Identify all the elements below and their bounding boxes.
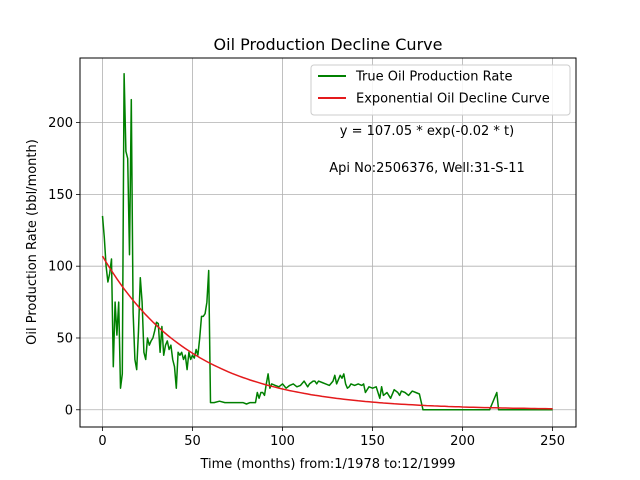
x-axis-ticks: 0 50 100 150 200 250 [98, 427, 565, 449]
legend-label-true-rate: True Oil Production Rate [355, 70, 512, 85]
y-tick-label: 0 [65, 403, 73, 418]
y-tick-label: 150 [48, 188, 73, 203]
chart-title: Oil Production Decline Curve [214, 35, 443, 54]
x-axis-label: Time (months) from:1/1978 to:12/1999 [199, 457, 455, 472]
plot-series [101, 73, 553, 411]
y-tick-label: 200 [48, 116, 73, 131]
legend-box [310, 64, 571, 116]
x-tick-label: 150 [360, 434, 385, 449]
legend-label-exponential-curve: Exponential Oil Decline Curve [356, 92, 550, 107]
x-tick-label: 0 [98, 434, 106, 449]
exponential-decline-line [101, 255, 553, 410]
x-tick-label: 50 [184, 434, 201, 449]
true-production-line [101, 73, 553, 411]
well-info-annotation: Api No:2506376, Well:31-S-11 [329, 161, 525, 176]
legend: True Oil Production Rate Exponential Oil… [310, 64, 571, 116]
x-tick-label: 200 [450, 434, 475, 449]
y-axis-ticks: 0 50 100 150 200 [48, 116, 80, 418]
x-tick-label: 250 [540, 434, 565, 449]
y-axis-label: Oil Production Rate (bbl/month) [25, 139, 40, 345]
equation-annotation: y = 107.05 * exp(-0.02 * t) [340, 124, 514, 139]
axes-frame [79, 57, 577, 428]
x-tick-label: 100 [270, 434, 295, 449]
y-tick-label: 50 [56, 331, 73, 346]
y-tick-label: 100 [48, 260, 73, 275]
